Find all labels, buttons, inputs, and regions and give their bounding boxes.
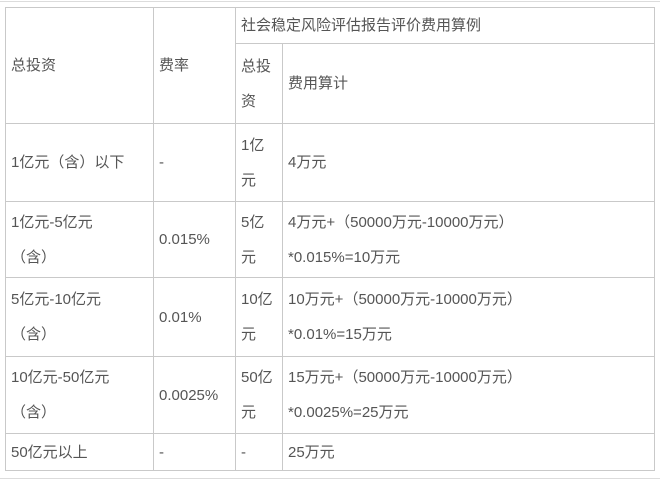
cell-investment: 1亿元-5亿元 （含）	[5, 201, 154, 278]
cell-investment: 50亿元以上	[5, 433, 154, 471]
header-example-title: 社会稳定风险评估报告评价费用算例	[234, 7, 656, 44]
header-example-investment: 总投 资	[235, 43, 283, 124]
cell-example-investment: 50亿 元	[235, 356, 283, 434]
header-total-investment: 总投资	[5, 7, 154, 124]
header-fee-calc: 费用算计	[281, 43, 656, 124]
table-row: 5亿元-10亿元 （含） 0.01% 10亿 元 10万元+（50000万元-1…	[5, 277, 656, 357]
fee-table: 总投资 费率 社会稳定风险评估报告评价费用算例 总投 资 费用算计 1亿元（含）…	[5, 7, 656, 471]
cell-example-investment: 1亿 元	[235, 123, 283, 202]
table-row: 1亿元（含）以下 - 1亿 元 4万元	[5, 123, 656, 202]
table-row: 50亿元以上 - - 25万元	[5, 433, 656, 471]
header-row-1: 总投资 费率 社会稳定风险评估报告评价费用算例	[5, 7, 656, 124]
cell-rate: 0.015%	[153, 201, 236, 278]
cell-investment: 1亿元（含）以下	[5, 123, 154, 202]
cell-investment: 5亿元-10亿元 （含）	[5, 277, 154, 357]
cell-fee-calc: 25万元	[281, 433, 656, 471]
cell-rate: 0.01%	[153, 277, 236, 357]
cell-example-investment: 5亿 元	[235, 201, 283, 278]
cell-rate: -	[153, 123, 236, 202]
header-rate: 费率	[153, 7, 236, 124]
cell-fee-calc: 15万元+（50000万元-10000万元） *0.0025%=25万元	[281, 356, 656, 434]
cell-example-investment: -	[235, 433, 283, 471]
table-row: 10亿元-50亿元 （含） 0.0025% 50亿 元 15万元+（50000万…	[5, 356, 656, 434]
cell-rate: -	[153, 433, 236, 471]
cell-fee-calc: 4万元+（50000万元-10000万元） *0.015%=10万元	[281, 201, 656, 278]
cell-example-investment: 10亿 元	[235, 277, 283, 357]
header-row-2: 总投 资 费用算计	[6, 43, 656, 124]
cell-investment: 10亿元-50亿元 （含）	[5, 356, 154, 434]
cell-fee-calc: 4万元	[281, 123, 656, 202]
cell-fee-calc: 10万元+（50000万元-10000万元） *0.01%=15万元	[281, 277, 656, 357]
table-row: 1亿元-5亿元 （含） 0.015% 5亿 元 4万元+（50000万元-100…	[5, 201, 656, 278]
cell-rate: 0.0025%	[153, 356, 236, 434]
